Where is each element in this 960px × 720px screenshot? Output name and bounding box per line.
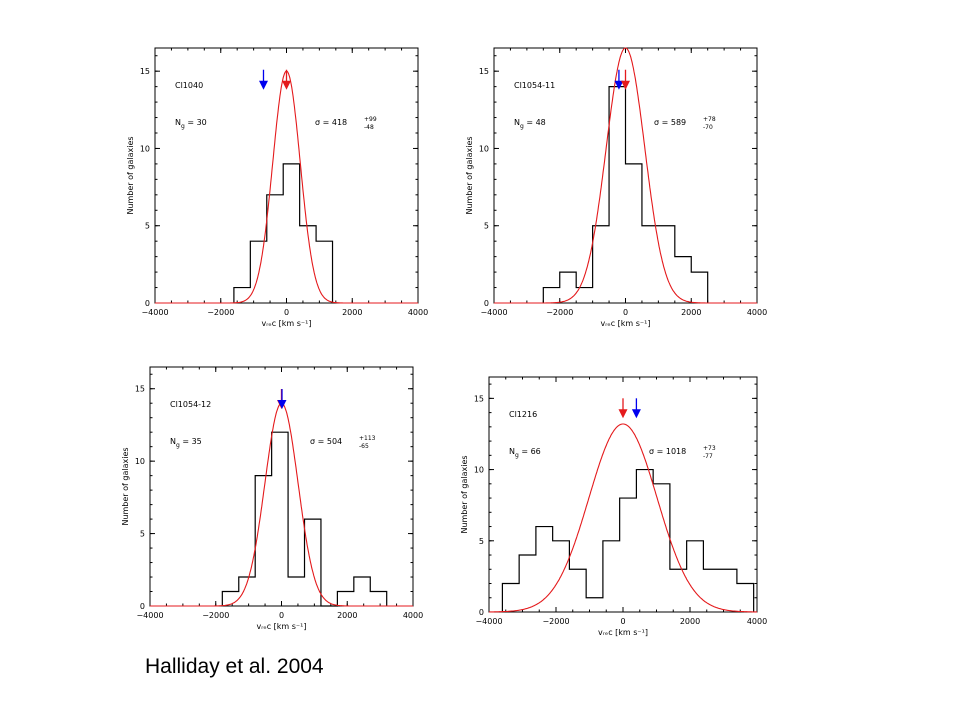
- x-axis-label: vᵣₑc [km s⁻¹]: [598, 628, 648, 637]
- x-tick-label: 0: [623, 308, 628, 317]
- sigma-plus-error: +73: [703, 445, 716, 452]
- red-arrow-head: [618, 409, 628, 419]
- x-tick-label: −2000: [542, 617, 569, 626]
- citation-text: Halliday et al. 2004: [145, 655, 324, 678]
- y-axis-label: Number of galaxies: [126, 136, 135, 214]
- x-tick-label: 2000: [680, 617, 700, 626]
- cluster-name-label: Cl1054-12: [170, 400, 211, 409]
- galaxy-count-label: Ng = 66: [509, 447, 541, 459]
- red-arrow-head: [621, 80, 630, 90]
- x-tick-label: 0: [284, 308, 289, 317]
- x-tick-label: 4000: [747, 308, 767, 317]
- x-tick-label: −2000: [202, 611, 229, 620]
- y-axis-label: Number of galaxies: [121, 447, 130, 525]
- y-tick-label: 0: [479, 608, 484, 617]
- panel-cl1054-11: −4000 −2000 0 2000 4000 0 5 10 15 vᵣₑc [km s⁻¹] Nu…: [465, 47, 767, 328]
- sigma-plus-error: +99: [364, 116, 377, 123]
- galaxy-count-label: Ng = 35: [170, 437, 202, 449]
- y-tick-label: 10: [135, 457, 145, 466]
- x-tick-label: −4000: [141, 308, 168, 317]
- cluster-name-label: Cl1216: [509, 410, 537, 419]
- x-tick-label: 2000: [337, 611, 357, 620]
- y-axis-label: Number of galaxies: [465, 136, 474, 214]
- x-axis-label: vᵣₑc [km s⁻¹]: [257, 622, 307, 631]
- y-tick-label: 0: [145, 299, 150, 308]
- y-tick-label: 0: [484, 299, 489, 308]
- gaussian-fit-line: [489, 423, 757, 613]
- sigma-minus-error: -70: [703, 124, 713, 131]
- gaussian-fit-line: [494, 47, 757, 304]
- sigma-plus-error: +78: [703, 116, 716, 123]
- sigma-minus-error: -77: [703, 453, 713, 460]
- y-tick-label: 5: [479, 537, 484, 546]
- y-tick-label: 15: [135, 385, 145, 394]
- x-tick-label: 0: [279, 611, 284, 620]
- histogram-series: [501, 468, 755, 612]
- sigma-label: σ = 418: [315, 118, 347, 127]
- sigma-label: σ = 589: [654, 118, 686, 127]
- blue-arrow-head: [631, 409, 641, 419]
- blue-arrow-head: [277, 400, 287, 410]
- y-tick-label: 0: [140, 602, 145, 611]
- x-tick-label: 4000: [408, 308, 428, 317]
- y-tick-label: 10: [474, 466, 484, 475]
- y-tick-label: 5: [145, 222, 150, 231]
- x-tick-label: −4000: [136, 611, 163, 620]
- panel-cl1054-12: −4000 −2000 0 2000 4000 0 5 10 15 vᵣₑc [km s⁻¹] Nu…: [121, 366, 423, 631]
- cluster-name-label: Cl1040: [175, 81, 203, 90]
- histogram-series: [233, 163, 334, 303]
- y-tick-label: 15: [479, 67, 489, 76]
- galaxy-count-label: Ng = 30: [175, 118, 207, 130]
- sigma-minus-error: -48: [364, 124, 374, 131]
- sigma-label: σ = 504: [310, 437, 342, 446]
- x-axis-label: vᵣₑc [km s⁻¹]: [601, 319, 651, 328]
- y-tick-label: 10: [479, 144, 489, 153]
- x-tick-label: 0: [620, 617, 625, 626]
- histogram-series: [221, 431, 388, 607]
- sigma-minus-error: -65: [359, 443, 369, 450]
- x-axis-label: vᵣₑc [km s⁻¹]: [262, 319, 312, 328]
- gaussian-fit-line: [155, 70, 418, 304]
- y-axis-label: Number of galaxies: [460, 455, 469, 533]
- y-tick-label: 15: [140, 67, 150, 76]
- x-tick-label: 2000: [681, 308, 701, 317]
- sigma-plus-error: +113: [359, 435, 376, 442]
- blue-arrow-head: [614, 80, 624, 90]
- galaxy-count-label: Ng = 48: [514, 118, 546, 130]
- y-tick-label: 15: [474, 394, 484, 403]
- x-tick-label: 2000: [342, 308, 362, 317]
- panel-cl1040: −4000 −2000 0 2000 4000 0 5 10 15 vᵣₑc [km s⁻¹] Nu…: [126, 47, 428, 328]
- y-tick-label: 10: [140, 144, 150, 153]
- x-tick-label: 4000: [403, 611, 423, 620]
- red-arrow-head: [282, 80, 291, 90]
- cluster-name-label: Cl1054-11: [514, 81, 555, 90]
- sigma-label: σ = 1018: [649, 447, 686, 456]
- y-tick-label: 5: [140, 530, 145, 539]
- x-tick-label: −4000: [480, 308, 507, 317]
- panel-cl1216: −4000 −2000 0 2000 4000 0 5 10 15 vᵣₑc [km s⁻¹] Nu…: [460, 376, 767, 637]
- blue-arrow-head: [258, 80, 268, 90]
- x-tick-label: −2000: [207, 308, 234, 317]
- x-tick-label: 4000: [747, 617, 767, 626]
- y-tick-label: 5: [484, 222, 489, 231]
- x-tick-label: −4000: [475, 617, 502, 626]
- x-tick-label: −2000: [546, 308, 573, 317]
- gaussian-fit-line: [150, 402, 413, 607]
